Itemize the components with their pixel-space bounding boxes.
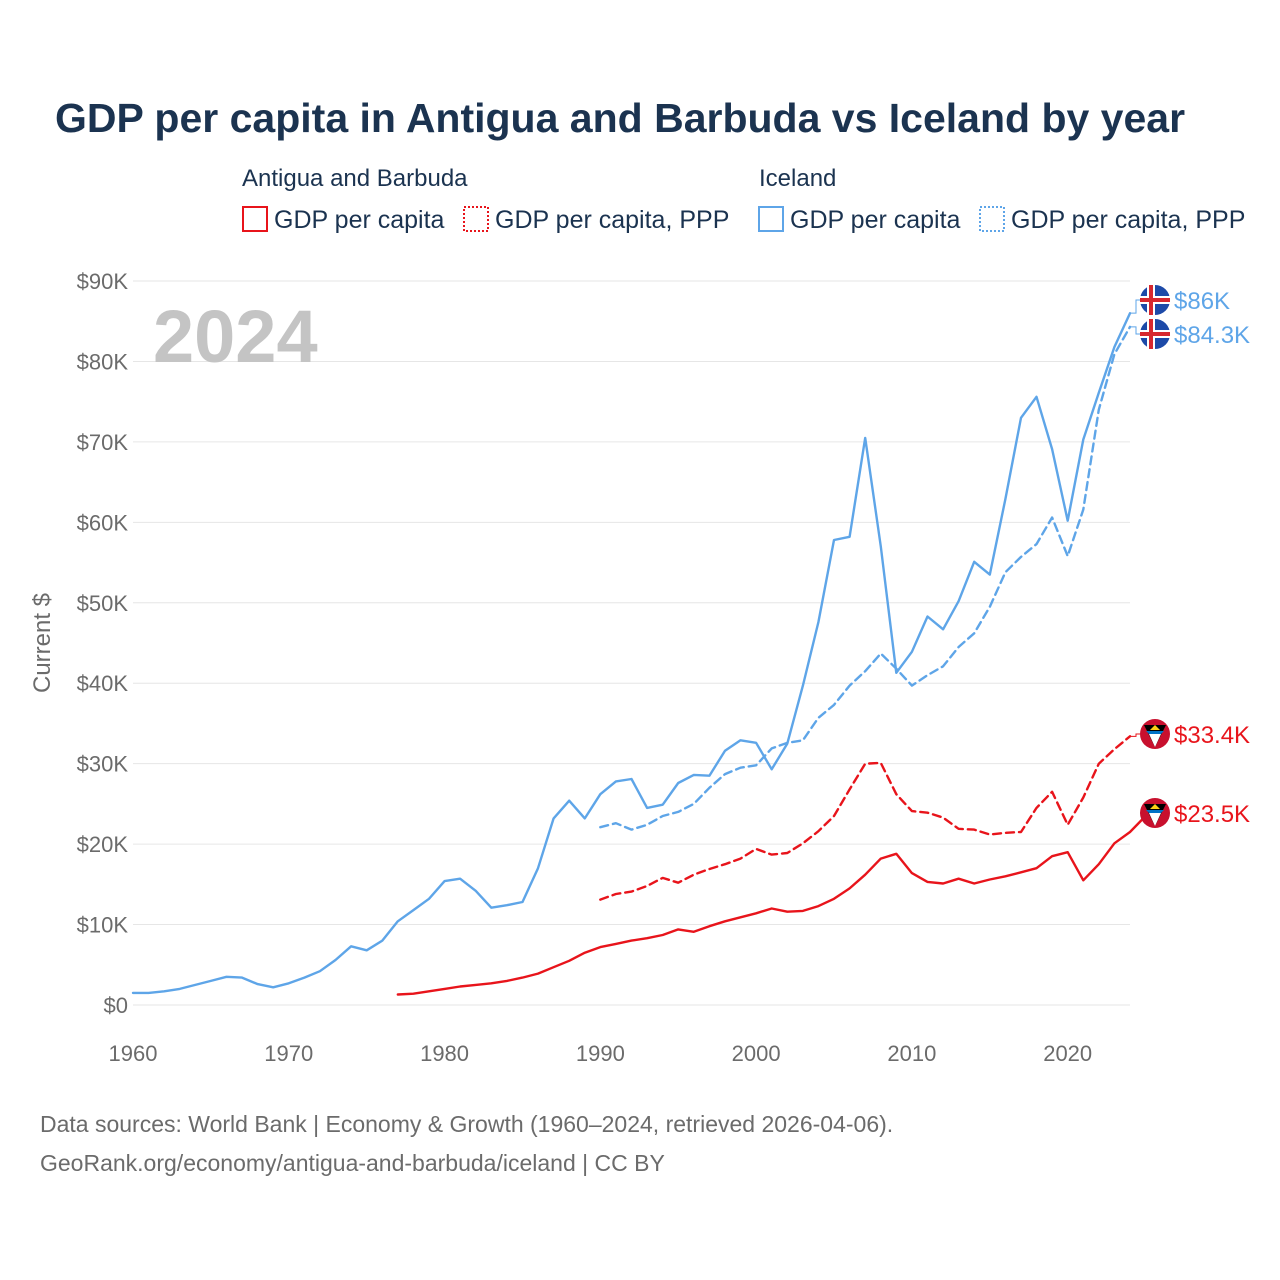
- series-line-iceland-gdp-per-capita: [131, 312, 1132, 995]
- legend-label-iceland-gdp: GDP per capita: [790, 206, 961, 234]
- series-lines: [131, 312, 1147, 996]
- x-tick-label: 1990: [576, 1041, 625, 1066]
- end-label-connector: [1130, 326, 1140, 335]
- iceland-flag-icon: [1140, 285, 1170, 315]
- y-tick-label: $90K: [77, 269, 129, 294]
- antigua-flag-icon: [1140, 798, 1170, 828]
- x-tick-label: 1960: [109, 1041, 158, 1066]
- y-tick-label: $70K: [77, 430, 129, 455]
- y-tick-label: $80K: [77, 349, 129, 374]
- source-line-2: GeoRank.org/economy/antigua-and-barbuda/…: [40, 1150, 665, 1176]
- x-tick-label: 2020: [1043, 1041, 1092, 1066]
- y-axis-ticks: $0 $10K $20K $30K $40K $50K $60K $70K $80K $90K: [77, 269, 129, 1018]
- legend-group-iceland: Iceland: [759, 165, 836, 192]
- end-label-connector: [1130, 299, 1140, 314]
- end-value-label: $23.5K: [1174, 801, 1250, 828]
- end-value-label: $33.4K: [1174, 722, 1250, 749]
- legend-label-antigua-ppp: GDP per capita, PPP: [495, 206, 729, 234]
- iceland-flag-icon: [1140, 319, 1170, 349]
- legend-swatch-iceland-ppp: [979, 206, 1005, 232]
- y-tick-label: $30K: [77, 752, 129, 777]
- legend-label-iceland-ppp: GDP per capita, PPP: [1011, 206, 1245, 234]
- x-tick-label: 1980: [420, 1041, 469, 1066]
- series-line-antigua-and-barbuda-gdp-per-capita: [396, 814, 1147, 996]
- antigua-flag-icon: [1140, 719, 1170, 749]
- end-value-label: $84.3K: [1174, 322, 1250, 349]
- legend-swatch-antigua-gdp: [242, 206, 268, 232]
- y-tick-label: $50K: [77, 591, 129, 616]
- x-tick-label: 2000: [732, 1041, 781, 1066]
- y-tick-label: $20K: [77, 832, 129, 857]
- source-line-1: Data sources: World Bank | Economy & Gro…: [40, 1111, 893, 1137]
- series-line-antigua-and-barbuda-gdp-per-capita-ppp: [599, 735, 1132, 901]
- legend-swatch-antigua-ppp: [463, 206, 489, 232]
- end-value-label: $86K: [1174, 288, 1230, 315]
- legend: Antigua and Barbuda GDP per capita GDP p…: [242, 165, 1245, 234]
- year-watermark: 2024: [153, 295, 318, 378]
- y-axis-label: Current $: [29, 593, 56, 693]
- x-tick-label: 2010: [887, 1041, 936, 1066]
- legend-swatch-iceland-gdp: [758, 206, 784, 232]
- x-axis-ticks: 1960 1970 1980 1990 2000 2010 2020: [109, 1041, 1093, 1066]
- y-tick-label: $40K: [77, 671, 129, 696]
- legend-group-antigua: Antigua and Barbuda: [242, 165, 468, 192]
- y-tick-label: $10K: [77, 913, 129, 938]
- series-line-iceland-gdp-per-capita-ppp: [599, 325, 1132, 831]
- end-labels: $86K $84.3K $33.4K $23.5K: [1130, 285, 1250, 828]
- legend-label-antigua-gdp: GDP per capita: [274, 206, 445, 234]
- x-tick-label: 1970: [264, 1041, 313, 1066]
- y-tick-label: $0: [104, 993, 128, 1018]
- end-label-connector: [1130, 733, 1140, 737]
- gridlines: [133, 280, 1130, 1006]
- chart-title: GDP per capita in Antigua and Barbuda vs…: [55, 95, 1185, 141]
- y-tick-label: $60K: [77, 510, 129, 535]
